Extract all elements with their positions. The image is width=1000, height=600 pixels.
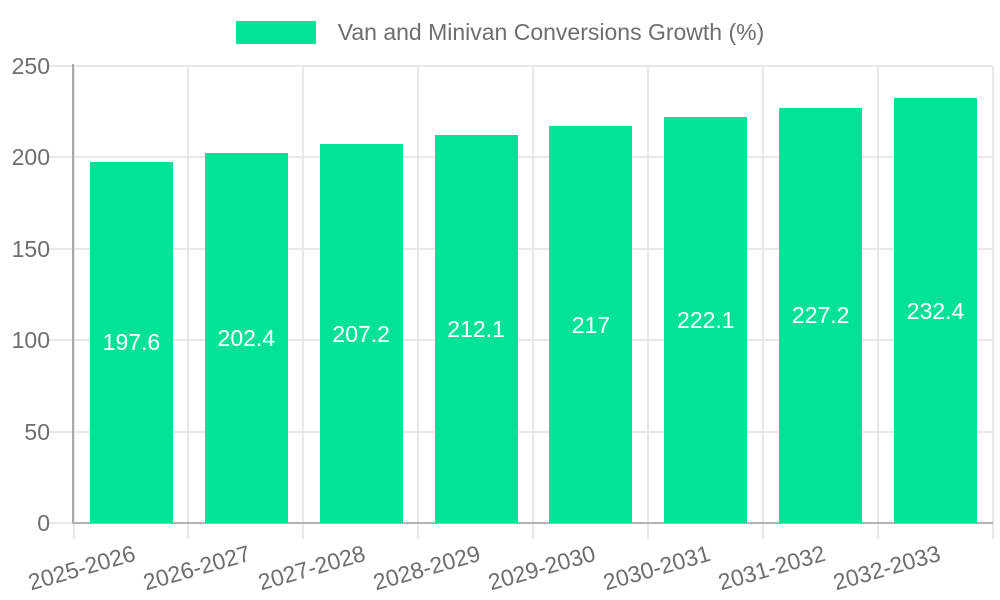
bar[interactable]: 212.1 [434,135,518,523]
legend-swatch [235,20,316,44]
x-gridline [302,66,305,539]
x-gridline [417,66,420,539]
bar-value-label: 227.2 [791,302,850,329]
y-gridline [47,247,993,250]
bar[interactable]: 202.4 [204,153,288,523]
bar-value-label: 222.1 [677,306,735,333]
bar[interactable]: 207.2 [319,144,403,523]
y-gridline [47,339,993,342]
x-gridline [532,66,534,539]
bar[interactable]: 232.4 [894,98,978,523]
y-gridline [47,65,993,67]
y-axis-label: 200 [11,144,50,171]
x-axis-line [72,522,993,524]
y-axis-label: 50 [24,418,50,445]
bar[interactable]: 197.6 [89,161,173,523]
x-gridline [991,66,994,539]
y-axis-label: 100 [11,327,50,354]
bar-value-label: 197.6 [102,329,161,356]
bar-value-label: 232.4 [906,297,965,324]
y-gridline [47,156,993,159]
y-gridline [47,430,993,433]
x-gridline [761,66,764,539]
y-axis-line [72,64,74,523]
y-axis-label: 0 [37,510,50,536]
bar-value-label: 202.4 [217,324,276,351]
bar-value-label: 217 [571,311,611,338]
bar[interactable]: 217 [549,126,633,523]
bar[interactable]: 222.1 [664,117,748,523]
y-axis-label: 250 [11,53,50,79]
bar-value-label: 212.1 [447,316,505,343]
x-gridline [187,66,190,539]
y-axis-label: 150 [11,235,50,262]
x-gridline [876,66,879,539]
bar-value-label: 207.2 [332,320,390,347]
x-gridline [646,66,649,539]
bar[interactable]: 227.2 [779,107,863,523]
legend-label: Van and Minivan Conversions Growth (%) [337,19,765,45]
legend[interactable]: Van and Minivan Conversions Growth (%) [0,19,1000,45]
